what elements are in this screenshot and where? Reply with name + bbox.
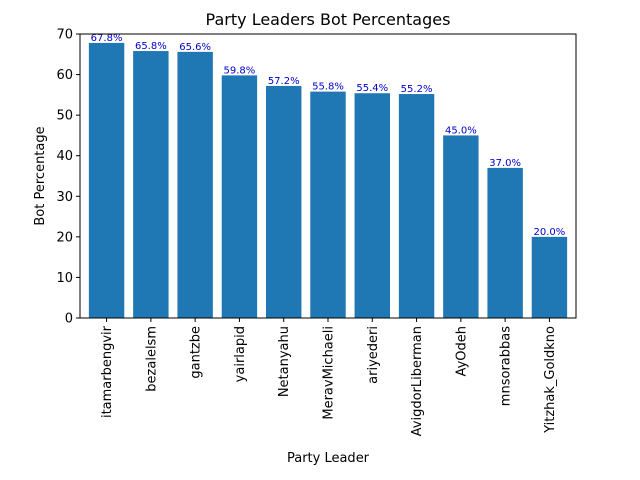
bar <box>266 85 302 318</box>
bar <box>221 75 258 318</box>
bar <box>531 236 568 318</box>
x-axis-label: Party Leader <box>287 451 370 466</box>
bar <box>177 51 213 318</box>
bar <box>88 42 125 318</box>
y-tick-label: 40 <box>56 149 73 164</box>
bar-value-label: 67.8% <box>91 33 123 44</box>
x-tick-label: yairlapid <box>233 326 248 382</box>
y-tick-label: 60 <box>56 68 73 83</box>
x-tick-label: AvigdorLiberman <box>410 326 425 436</box>
bar-value-label: 55.2% <box>401 84 433 95</box>
bar <box>398 94 435 318</box>
bar-value-label: 37.0% <box>489 158 521 169</box>
x-axis: itamarbengvir bezalelsm gantzbe yairlapid Ne… <box>100 318 558 436</box>
bar <box>487 167 523 318</box>
bar-value-label: 57.2% <box>268 76 300 87</box>
bar-value-labels: 67.8% 65.8% 65.6% 59.8% 57.2% 55.8% 55.4% 55.2%… <box>91 33 566 238</box>
y-tick-label: 30 <box>56 190 73 205</box>
bar-value-label: 45.0% <box>445 125 477 136</box>
bar-value-label: 65.8% <box>135 41 167 52</box>
y-axis-label: Bot Percentage <box>33 126 48 225</box>
y-axis: 0 10 20 30 40 50 60 70 <box>56 28 80 327</box>
x-tick-label: Yitzhak_Goldkno <box>543 326 558 434</box>
x-tick-label: bezalelsm <box>144 326 159 392</box>
chart-title: Party Leaders Bot Percentages <box>206 10 451 29</box>
x-tick-label: ariyederi <box>366 326 381 384</box>
x-tick-label: mnsorabbas <box>499 326 514 406</box>
bar <box>133 51 169 318</box>
x-tick-label: AyOdeh <box>454 326 469 376</box>
bar-value-label: 59.8% <box>224 65 256 76</box>
bar-value-label: 55.4% <box>356 83 388 94</box>
y-tick-label: 20 <box>56 230 73 245</box>
bar <box>310 91 346 319</box>
bar-value-label: 65.6% <box>179 42 211 53</box>
bar-value-label: 55.8% <box>312 82 344 93</box>
y-tick-label: 10 <box>56 271 73 286</box>
bar-value-label: 20.0% <box>534 227 566 238</box>
x-tick-label: itamarbengvir <box>100 325 115 418</box>
x-tick-label: gantzbe <box>189 326 204 379</box>
y-tick-label: 50 <box>56 109 73 124</box>
y-tick-label: 0 <box>65 312 73 327</box>
x-tick-label: MeravMichaeli <box>322 326 337 420</box>
bars-group <box>88 42 568 319</box>
bar <box>443 135 479 318</box>
x-tick-label: Netanyahu <box>277 326 292 397</box>
bar <box>354 93 390 318</box>
y-tick-label: 70 <box>56 28 73 43</box>
plot-frame <box>79 33 577 319</box>
